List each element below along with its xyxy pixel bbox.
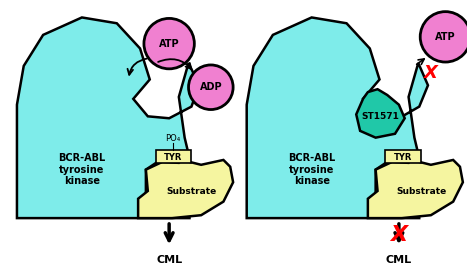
Text: X: X: [424, 64, 438, 82]
Polygon shape: [368, 160, 463, 218]
Text: TYR: TYR: [393, 153, 412, 162]
Polygon shape: [385, 150, 421, 163]
Text: BCR-ABL
tyrosine
kinase: BCR-ABL tyrosine kinase: [288, 153, 335, 186]
Text: ST1571: ST1571: [362, 112, 400, 121]
Text: X: X: [390, 225, 408, 244]
Circle shape: [420, 12, 471, 62]
Polygon shape: [138, 160, 233, 218]
Text: BCR-ABL
tyrosine
kinase: BCR-ABL tyrosine kinase: [58, 153, 106, 186]
Text: Substrate: Substrate: [396, 187, 447, 196]
Polygon shape: [246, 17, 428, 218]
Polygon shape: [356, 89, 405, 138]
Text: ADP: ADP: [200, 82, 222, 92]
Polygon shape: [17, 17, 199, 218]
Text: ATP: ATP: [159, 39, 180, 49]
Text: PO₄: PO₄: [165, 134, 181, 143]
Polygon shape: [155, 150, 191, 163]
Text: TYR: TYR: [164, 153, 182, 162]
Circle shape: [189, 65, 233, 110]
Text: CML: CML: [156, 255, 182, 264]
Text: ATP: ATP: [435, 32, 456, 42]
Text: Substrate: Substrate: [166, 187, 217, 196]
Circle shape: [144, 18, 194, 69]
Text: CML: CML: [386, 255, 412, 264]
